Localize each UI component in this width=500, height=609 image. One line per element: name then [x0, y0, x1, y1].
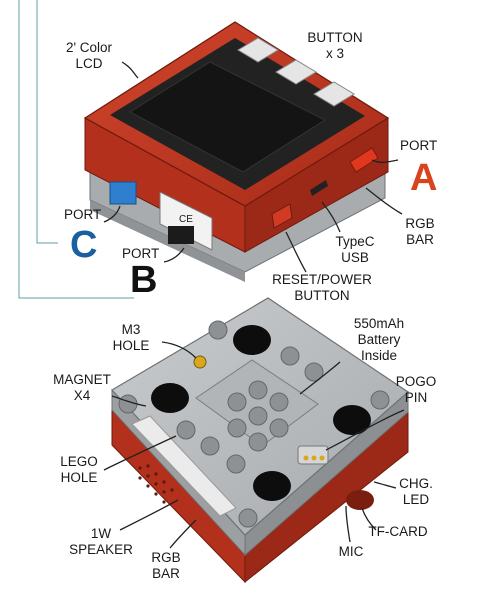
- label-m3-line1: M3: [122, 322, 141, 337]
- label-chg-line2: LED: [403, 492, 430, 507]
- leader-reset: [285, 231, 307, 273]
- lego-holes: [118, 320, 390, 528]
- reset-button: [271, 203, 293, 229]
- leader-lcd: [121, 61, 139, 79]
- leader-tf: [361, 507, 377, 531]
- leader-magnet: [111, 395, 147, 407]
- port-c-word: PORT: [64, 207, 101, 222]
- label-chg-line1: CHG.: [399, 476, 433, 491]
- label-magnet-line2: X4: [74, 388, 91, 403]
- label-m3-line2: HOLE: [113, 338, 150, 353]
- leader-speaker: [119, 499, 179, 531]
- leader-rgb-top: [365, 187, 403, 215]
- port-labels: PORT A PORT C PORT B: [64, 138, 437, 301]
- label-battery-line2: Battery: [358, 332, 401, 347]
- speaker-grille: [138, 464, 174, 504]
- usb-slot: [310, 180, 328, 196]
- label-speaker-line2: SPEAKER: [69, 542, 133, 557]
- label-lcd-line1: 2' Color: [66, 40, 113, 55]
- label-button-line2: x 3: [326, 46, 344, 61]
- port-b-word: PORT: [122, 246, 159, 261]
- buttons-group: [237, 37, 355, 107]
- label-rgb-bottom-line1: RGB: [151, 550, 180, 565]
- leader-port-c: [103, 205, 121, 223]
- label-rgb-bottom-line2: BAR: [152, 566, 180, 581]
- label-reset-line2: BUTTON: [294, 288, 349, 303]
- label-typec-line2: USB: [341, 250, 369, 265]
- leader-typec: [321, 201, 341, 233]
- label-magnet-line1: MAGNET: [53, 372, 111, 387]
- label-rgb-top-line2: BAR: [406, 232, 434, 247]
- label-pogo-line1: POGO: [396, 374, 437, 389]
- leader-mic: [345, 505, 351, 543]
- label-lego-line2: HOLE: [61, 470, 98, 485]
- label-lcd-line2: LCD: [75, 56, 102, 71]
- port-b-connector: [168, 226, 194, 244]
- leader-battery: [299, 361, 341, 395]
- label-button-line1: BUTTON: [307, 30, 362, 45]
- label-battery-line1: 550mAh: [354, 316, 404, 331]
- port-c-connector: [109, 181, 137, 205]
- label-reset-line1: RESET/POWER: [272, 272, 372, 287]
- tf-card-slot: [346, 490, 374, 510]
- button-c: [313, 81, 355, 107]
- magnet-4: [253, 471, 291, 501]
- label-lego-line1: LEGO: [60, 454, 98, 469]
- leader-rgb-bottom: [169, 519, 197, 549]
- leader-m3: [161, 341, 197, 359]
- port-a-word: PORT: [400, 138, 437, 153]
- lcd-screen: [129, 61, 327, 173]
- pogo-pins: [297, 445, 329, 465]
- magnet-2: [233, 325, 271, 355]
- label-typec-line1: TypeC: [335, 234, 374, 249]
- label-mic: MIC: [339, 544, 364, 559]
- port-a-letter: A: [410, 157, 437, 199]
- leader-port-a: [371, 159, 399, 163]
- leader-lego: [103, 435, 177, 471]
- label-tf-card: TF-CARD: [368, 524, 427, 539]
- button-a: [237, 37, 279, 63]
- label-speaker-line1: 1W: [91, 526, 112, 541]
- magnet-1: [151, 383, 189, 413]
- label-rgb-top-line1: RGB: [405, 216, 434, 231]
- label-pogo-line2: PIN: [405, 390, 428, 405]
- port-c-letter: C: [70, 224, 97, 266]
- m3-hole: [193, 355, 207, 369]
- magnets: [151, 325, 371, 501]
- port-a-connector: [349, 147, 379, 173]
- magnet-3: [333, 405, 371, 435]
- port-b-letter: B: [130, 259, 157, 301]
- button-b: [275, 59, 317, 85]
- svg-text:CE: CE: [179, 214, 193, 225]
- bottom-device: [111, 297, 409, 584]
- bottom-labels: M3 HOLE 550mAh Battery Inside MAGNET X4 …: [53, 316, 436, 581]
- top-device: CE: [83, 21, 390, 282]
- leader-port-b: [163, 247, 185, 263]
- label-battery-line3: Inside: [361, 348, 397, 363]
- frame-lines: [18, 0, 134, 299]
- leader-pogo: [325, 409, 405, 451]
- top-labels: 2' Color LCD BUTTON x 3 TypeC USB RGB BA…: [66, 30, 435, 303]
- leader-chg: [373, 481, 397, 489]
